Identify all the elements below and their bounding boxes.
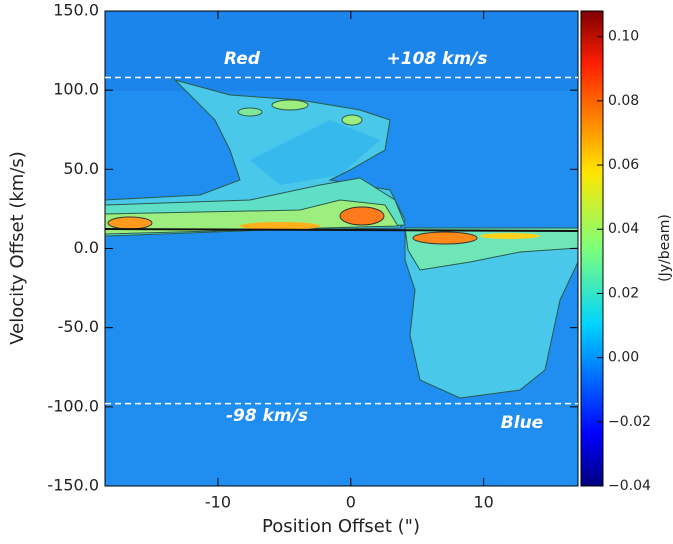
annotation: Red bbox=[224, 49, 261, 69]
y-tick-label: 100.0 bbox=[53, 80, 99, 99]
y-tick-label: 50.0 bbox=[63, 159, 99, 178]
y-axis-label: Velocity Offset (km/s) bbox=[7, 151, 28, 345]
colorbar-tick-label: 0.10 bbox=[608, 29, 639, 45]
annotation: +108 km/s bbox=[387, 49, 488, 69]
y-tick-label: -50.0 bbox=[58, 317, 99, 336]
x-tick-label: 10 bbox=[473, 493, 493, 512]
y-tick-label: 0.0 bbox=[74, 238, 99, 257]
y-tick-label: -100.0 bbox=[47, 396, 99, 415]
colorbar-tick-label: 0.00 bbox=[608, 350, 639, 366]
annotation: -98 km/s bbox=[226, 406, 308, 426]
colorbar bbox=[580, 10, 604, 487]
colorbar-tick-label: −0.04 bbox=[608, 478, 651, 494]
colorbar-tick-label: 0.02 bbox=[608, 285, 639, 301]
x-tick-label: 0 bbox=[346, 493, 356, 512]
x-tick-label: -10 bbox=[205, 493, 231, 512]
y-tick-label: 150.0 bbox=[53, 1, 99, 20]
colorbar-tick-label: 0.08 bbox=[608, 93, 639, 109]
colorbar-tick-label: 0.04 bbox=[608, 221, 639, 237]
colorbar-tick-label: 0.06 bbox=[608, 157, 639, 173]
colorbar-tick-label: −0.02 bbox=[608, 414, 651, 430]
colorbar-label: (Jy/beam) bbox=[657, 214, 673, 282]
annotation: Blue bbox=[501, 413, 543, 433]
emission-image bbox=[105, 11, 578, 486]
x-axis-label: Position Offset (") bbox=[262, 516, 420, 537]
y-tick-label: -150.0 bbox=[47, 476, 99, 495]
